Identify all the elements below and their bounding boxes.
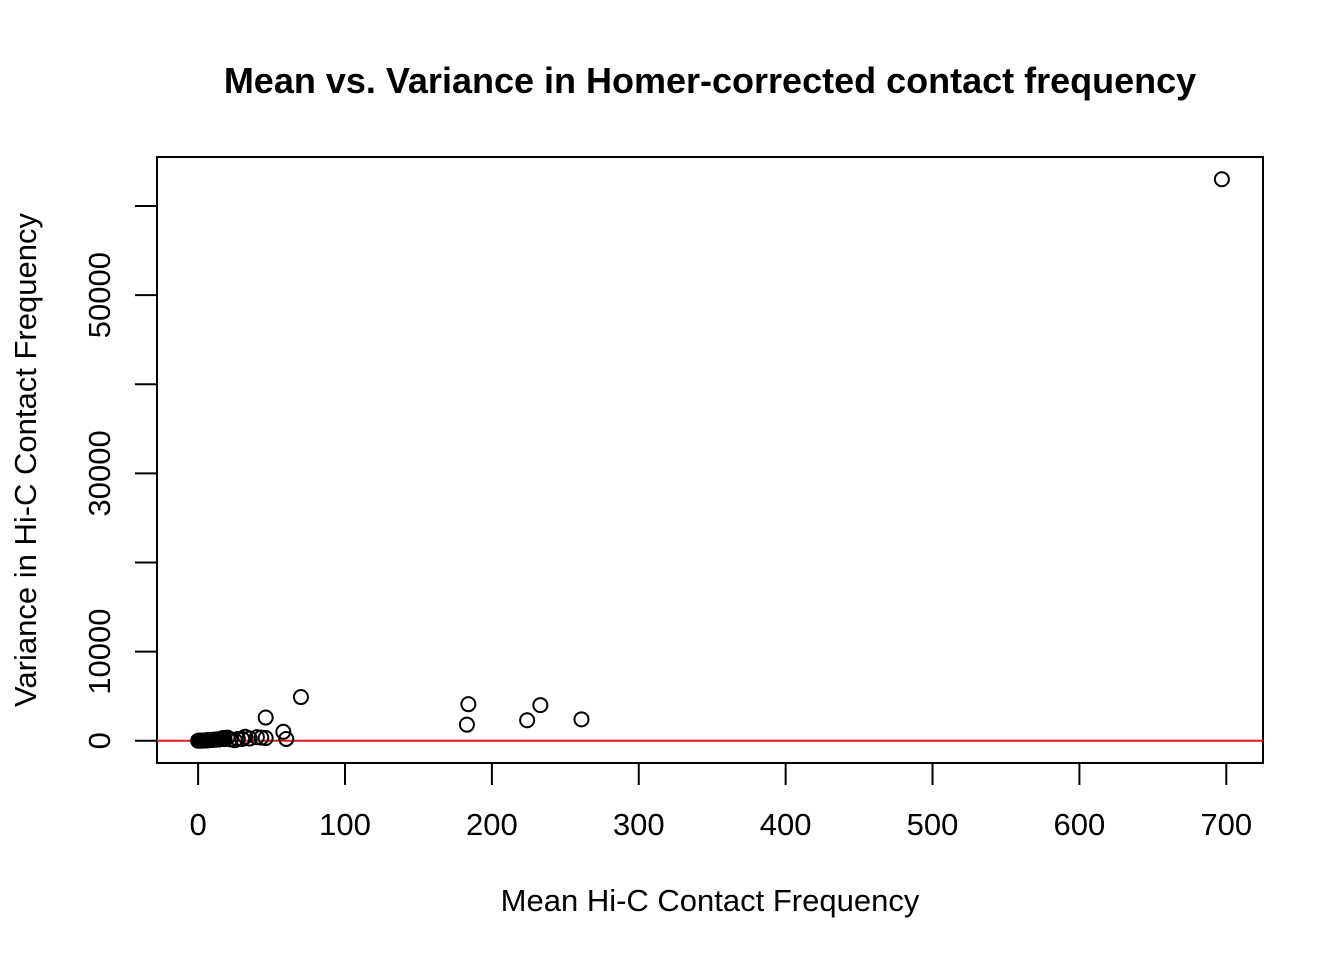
x-tick-label: 200 [466,807,518,842]
data-point [519,712,536,729]
data-point [1213,171,1230,188]
x-axis: 0 100 200 300 400 500 600 700 [190,762,1252,842]
x-tick-label: 0 [190,807,207,842]
y-tick-label: 10000 [82,608,117,694]
y-tick-label: 0 [82,732,117,749]
data-point [257,730,274,747]
plot-frame [156,156,1264,764]
y-tick-label: 50000 [82,252,117,338]
data-point [257,709,274,726]
y-tick-label: 30000 [82,430,117,516]
chart-title: Mean vs. Variance in Homer-corrected con… [224,60,1196,101]
data-point [573,711,590,728]
x-tick-label: 500 [907,807,959,842]
data-point [278,730,295,747]
data-points [190,171,1230,749]
data-point [458,716,475,733]
data-point [460,696,477,713]
data-point [229,730,246,747]
x-axis-label: Mean Hi-C Contact Frequency [501,883,920,918]
y-axis-label: Variance in Hi-C Contact Frequency [8,213,43,707]
data-point [532,697,549,714]
x-tick-label: 300 [613,807,665,842]
data-point [292,689,309,706]
y-axis: 0 10000 30000 50000 [82,205,158,749]
data-point [241,730,258,747]
x-tick-label: 600 [1054,807,1106,842]
x-tick-label: 100 [319,807,371,842]
x-tick-label: 400 [760,807,812,842]
data-point [275,723,292,740]
x-tick-label: 700 [1200,807,1252,842]
